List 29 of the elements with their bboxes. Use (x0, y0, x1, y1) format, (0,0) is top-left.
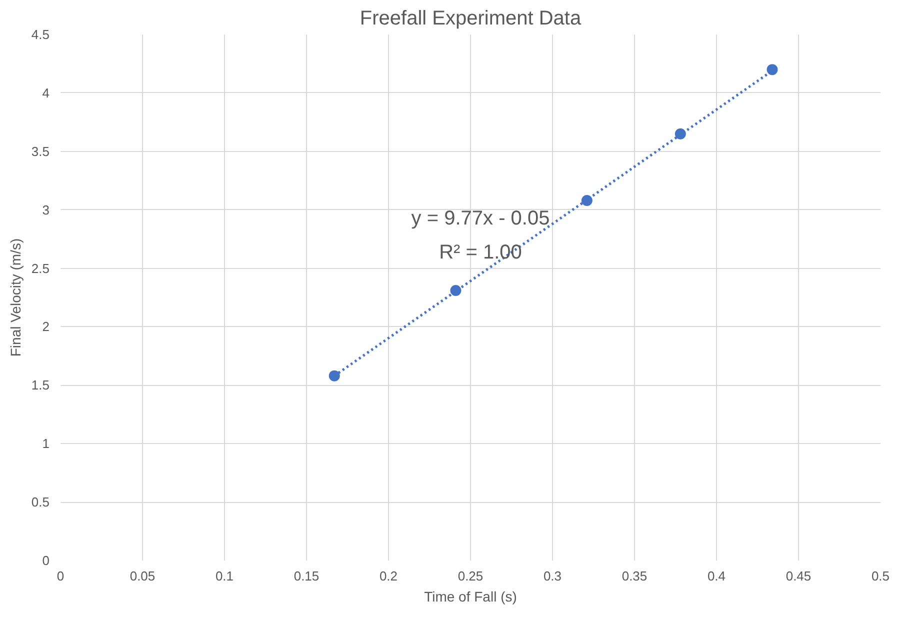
y-tick-label: 0 (42, 553, 50, 568)
x-axis-title: Time of Fall (s) (424, 588, 517, 604)
x-tick-label: 0.35 (622, 568, 648, 584)
y-tick-label: 1 (42, 436, 50, 452)
y-tick-label: 2 (42, 319, 50, 334)
y-tick-label: 3.5 (31, 144, 50, 159)
y-tick-label: 1.5 (31, 378, 50, 393)
x-tick-label: 0.2 (379, 568, 398, 584)
y-tick-label: 4 (42, 85, 50, 100)
point (328, 370, 340, 382)
x-tick-label: 0.15 (294, 568, 320, 584)
annotation: y = 9.77x - 0.05 (411, 208, 550, 230)
x-tick-label: 0.1 (215, 568, 234, 584)
y-tick-label: 2.5 (31, 260, 50, 276)
x-tick-label: 0 (56, 568, 64, 584)
x-tick-label: 0.3 (543, 568, 562, 584)
y-tick-label: 4.5 (31, 27, 50, 42)
point (674, 128, 686, 140)
y-axis-title: Final Velocity (m/s) (7, 238, 24, 357)
chart-title: Freefall Experiment Data (360, 8, 582, 30)
y-tick-label: 3 (42, 202, 50, 218)
x-tick-label: 0.4 (707, 568, 726, 584)
x-tick-label: 0.45 (786, 568, 812, 584)
point (581, 194, 592, 206)
x-tick-label: 0.5 (871, 568, 890, 584)
point (766, 64, 778, 76)
y-tick-label: 0.5 (31, 494, 50, 510)
x-tick-label: 0.25 (458, 568, 484, 584)
x-tick-label: 0.05 (130, 568, 156, 584)
